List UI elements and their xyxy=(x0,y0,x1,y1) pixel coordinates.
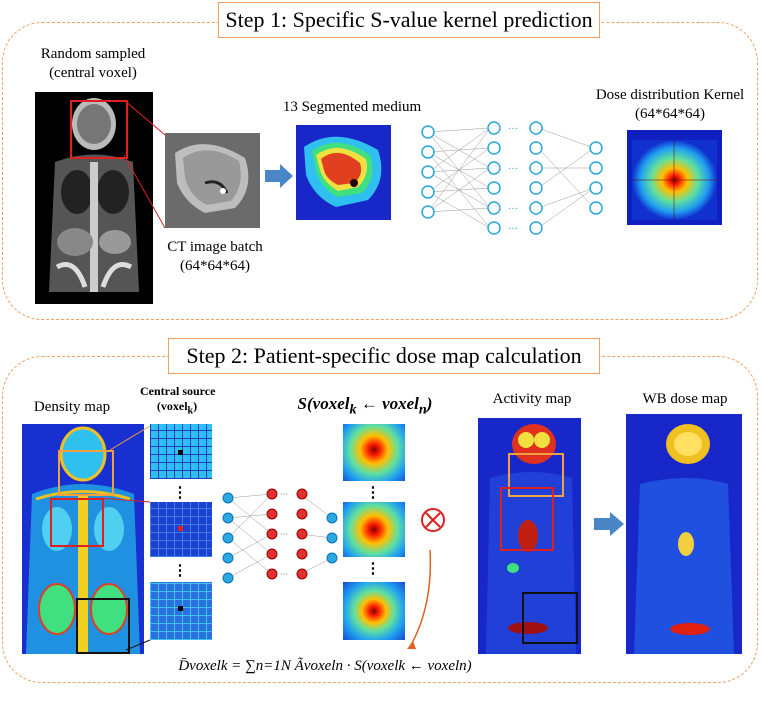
kernel-label-line2: (64*64*64) xyxy=(635,106,705,122)
svg-text:···: ··· xyxy=(508,164,518,175)
svalue-kernel-2 xyxy=(343,502,405,557)
step1-title: Step 1: Specific S-value kernel predicti… xyxy=(218,2,600,38)
step1-neural-network: ··· ··· ··· ··· xyxy=(421,121,603,235)
dose-kernel-image xyxy=(627,130,722,225)
svalue-kernel-1 xyxy=(343,424,405,481)
activity-box-orange xyxy=(508,453,564,497)
central-source-line1: Central source xyxy=(140,384,216,398)
step2-neural-network: ··· ··· ··· xyxy=(222,488,338,584)
central-source-open: (voxel xyxy=(156,399,188,413)
svg-text:···: ··· xyxy=(508,224,518,235)
multiply-icon xyxy=(421,508,445,532)
source-voxel-3 xyxy=(178,606,183,611)
svg-text:···: ··· xyxy=(508,124,518,135)
patch-dots-2: ⋮ xyxy=(172,563,188,579)
central-source-sub: k xyxy=(187,405,194,417)
ct-batch-line1: CT image batch xyxy=(167,239,263,255)
segmented-medium-label: 13 Segmented medium xyxy=(282,99,422,115)
svg-text:···: ··· xyxy=(280,490,288,499)
kernel-label-line1: Dose distribution Kernel xyxy=(595,87,745,103)
patch-dots-1: ⋮ xyxy=(172,485,188,501)
step2-title: Step 2: Patient-specific dose map calcul… xyxy=(168,338,600,374)
kernel-label: Dose distribution Kernel (64*64*64) xyxy=(585,86,755,124)
segmented-medium-image xyxy=(296,125,391,220)
dose-formula: D̄voxelk = ∑n=1N Ãvoxeln · S(voxelk ← vo… xyxy=(165,657,485,676)
wb-dose-label: WB dose map xyxy=(642,391,728,407)
svalue-sub-n: n xyxy=(418,401,427,418)
source-patch-3 xyxy=(150,582,212,640)
svalue-close: ) xyxy=(426,394,433,413)
ct-batch-image xyxy=(165,133,260,228)
dose-kernel-svg xyxy=(627,130,722,225)
source-patch-1 xyxy=(150,424,212,479)
ct-batch-line2: (64*64*64) xyxy=(180,258,250,274)
ct-coronal-svg xyxy=(49,98,139,292)
density-map-svg xyxy=(22,424,144,654)
svalue-label: S(voxelk ← voxeln) xyxy=(280,394,450,419)
source-patch-2 xyxy=(150,502,212,557)
step2-arrow-right xyxy=(594,512,624,536)
formula-text: D̄voxelk = ∑n=1N Ãvoxeln · S(voxelk ← vo… xyxy=(178,658,472,674)
density-map-label: Density map xyxy=(33,399,111,415)
density-box-orange xyxy=(58,450,114,496)
density-map-image xyxy=(22,424,144,654)
random-sampled-line2: (central voxel) xyxy=(49,65,137,81)
random-sampled-label: Random sampled (central voxel) xyxy=(28,45,158,83)
density-box-red xyxy=(50,498,104,547)
ct-batch-svg xyxy=(165,133,260,228)
sample-region-box xyxy=(70,100,128,159)
curved-arrow-to-formula xyxy=(407,549,432,649)
activity-box-red xyxy=(500,487,554,551)
random-sampled-line1: Random sampled xyxy=(40,46,146,62)
wb-dose-map-svg xyxy=(626,414,742,654)
central-source-line2: (voxelk) xyxy=(140,399,214,418)
activity-map-label: Activity map xyxy=(492,391,572,407)
segmented-medium-svg xyxy=(296,125,391,220)
kernel-dots-1: ⋮ xyxy=(365,485,381,501)
svg-text:···: ··· xyxy=(280,570,288,579)
svalue-sub-k: k xyxy=(349,401,357,418)
wb-dose-map-image xyxy=(626,414,742,654)
ct-batch-label: CT image batch (64*64*64) xyxy=(150,238,280,276)
svalue-part2: ← voxel xyxy=(356,394,419,413)
ct-coronal-image xyxy=(35,92,153,304)
svalue-part1: S(voxel xyxy=(297,394,350,413)
central-source-label: Central source (voxelk) xyxy=(140,384,216,418)
svg-text:···: ··· xyxy=(280,530,288,539)
kernel-dots-2: ⋮ xyxy=(365,561,381,577)
activity-box-black xyxy=(522,592,578,644)
svalue-kernel-3 xyxy=(343,582,405,640)
step1-arrow-right xyxy=(265,164,293,188)
source-voxel-1 xyxy=(178,450,183,455)
density-box-black xyxy=(76,598,130,654)
central-source-close: ) xyxy=(193,399,198,413)
source-voxel-2 xyxy=(178,526,183,531)
svg-text:···: ··· xyxy=(508,204,518,215)
